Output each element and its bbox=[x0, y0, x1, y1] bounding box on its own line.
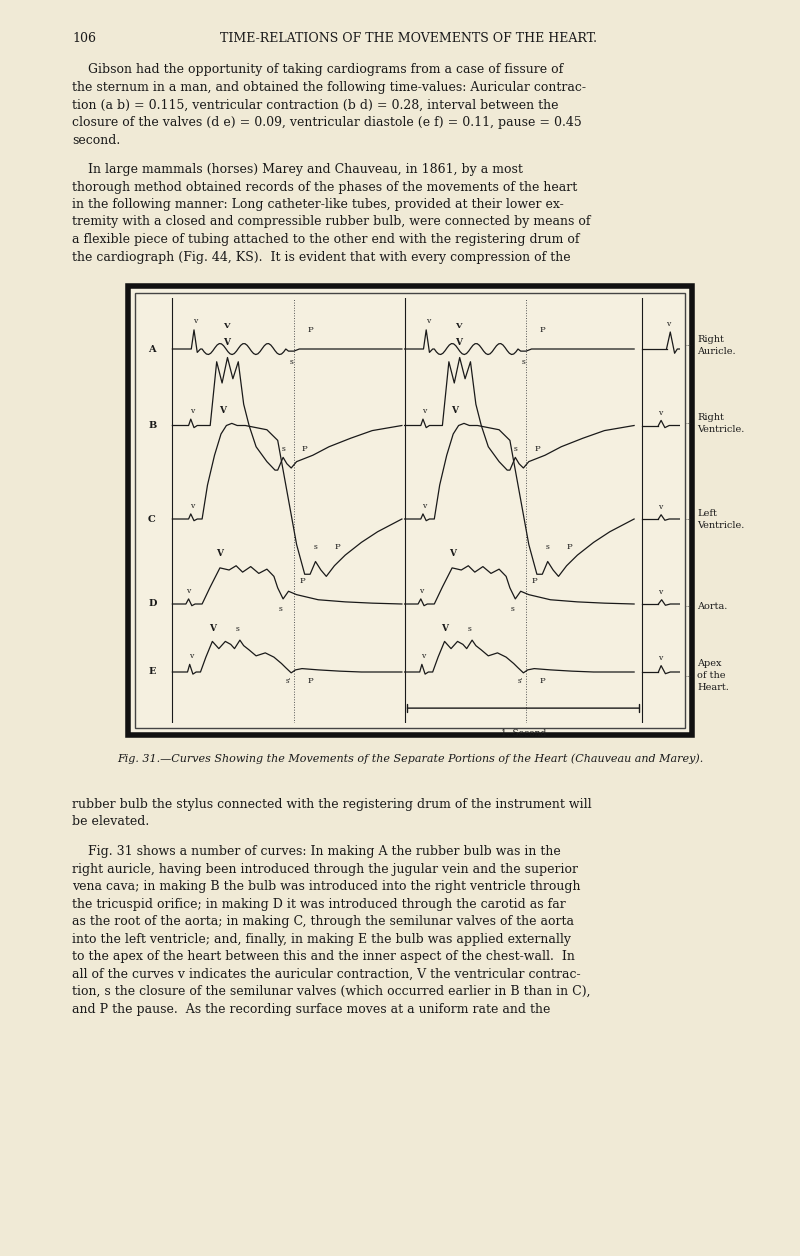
Text: Gibson had the opportunity of taking cardiograms from a case of fissure of: Gibson had the opportunity of taking car… bbox=[72, 64, 563, 77]
Text: V: V bbox=[449, 549, 456, 559]
Text: a flexible piece of tubing attached to the other end with the registering drum o: a flexible piece of tubing attached to t… bbox=[72, 234, 579, 246]
Text: Left
Ventricle.: Left Ventricle. bbox=[697, 509, 744, 530]
Text: v: v bbox=[422, 502, 426, 510]
Text: P: P bbox=[534, 445, 540, 453]
Text: to the apex of the heart between this and the inner aspect of the chest-wall.  I: to the apex of the heart between this an… bbox=[72, 950, 575, 963]
Text: P: P bbox=[531, 577, 537, 584]
Text: 106: 106 bbox=[72, 31, 96, 45]
Text: C: C bbox=[148, 515, 156, 524]
Text: P: P bbox=[299, 577, 305, 584]
Text: V: V bbox=[223, 322, 230, 329]
Text: TIME-RELATIONS OF THE MOVEMENTS OF THE HEART.: TIME-RELATIONS OF THE MOVEMENTS OF THE H… bbox=[220, 31, 597, 45]
Text: s: s bbox=[314, 543, 318, 550]
Text: A: A bbox=[148, 344, 156, 353]
Text: P: P bbox=[302, 445, 307, 453]
Text: P: P bbox=[334, 543, 340, 550]
Text: v: v bbox=[190, 407, 194, 414]
Text: all of the curves v indicates the auricular contraction, V the ventricular contr: all of the curves v indicates the auricu… bbox=[72, 967, 581, 981]
Text: V: V bbox=[455, 322, 462, 329]
Text: P: P bbox=[539, 677, 545, 686]
Text: the sternum in a man, and obtained the following time-values: Auricular contrac-: the sternum in a man, and obtained the f… bbox=[72, 80, 586, 94]
Bar bbox=[135, 293, 685, 728]
Text: v: v bbox=[666, 319, 670, 328]
Text: s: s bbox=[290, 358, 293, 365]
Text: Apex
of the
Heart.: Apex of the Heart. bbox=[697, 659, 729, 692]
Text: v: v bbox=[189, 652, 193, 659]
Text: s: s bbox=[235, 624, 239, 633]
Text: P: P bbox=[539, 325, 545, 334]
Text: Aorta.: Aorta. bbox=[697, 602, 727, 610]
Text: v: v bbox=[194, 318, 198, 325]
Text: s: s bbox=[514, 445, 518, 453]
Text: vena cava; in making B the bulb was introduced into the right ventricle through: vena cava; in making B the bulb was intr… bbox=[72, 880, 581, 893]
Text: v: v bbox=[658, 504, 662, 511]
Text: be elevated.: be elevated. bbox=[72, 815, 150, 829]
Text: v: v bbox=[426, 318, 430, 325]
Text: thorough method obtained records of the phases of the movements of the heart: thorough method obtained records of the … bbox=[72, 181, 578, 193]
Text: V: V bbox=[223, 338, 230, 347]
Text: s': s' bbox=[286, 677, 291, 686]
Text: v: v bbox=[422, 407, 426, 414]
Text: D: D bbox=[148, 599, 157, 608]
Text: tion, s the closure of the semilunar valves (which occurred earlier in B than in: tion, s the closure of the semilunar val… bbox=[72, 985, 590, 999]
Text: s': s' bbox=[518, 677, 523, 686]
Text: the cardiograph (Fig. 44, KS).  It is evident that with every compression of the: the cardiograph (Fig. 44, KS). It is evi… bbox=[72, 250, 570, 264]
Text: rubber bulb the stylus connected with the registering drum of the instrument wil: rubber bulb the stylus connected with th… bbox=[72, 798, 592, 811]
Text: E: E bbox=[148, 667, 155, 677]
Text: s: s bbox=[281, 445, 285, 453]
Text: s: s bbox=[522, 358, 526, 365]
Text: V: V bbox=[209, 624, 216, 633]
Text: P: P bbox=[307, 677, 313, 686]
Text: as the root of the aorta; in making C, through the semilunar valves of the aorta: as the root of the aorta; in making C, t… bbox=[72, 916, 574, 928]
Text: tremity with a closed and compressible rubber bulb, were connected by means of: tremity with a closed and compressible r… bbox=[72, 216, 590, 229]
Bar bbox=[128, 286, 692, 735]
Text: V: V bbox=[217, 549, 223, 559]
Text: v: v bbox=[418, 588, 423, 595]
Text: P: P bbox=[566, 543, 572, 550]
Text: v: v bbox=[186, 588, 190, 595]
Text: 1. Second: 1. Second bbox=[501, 730, 546, 739]
Text: into the left ventricle; and, finally, in making E the bulb was applied external: into the left ventricle; and, finally, i… bbox=[72, 932, 571, 946]
Text: s: s bbox=[467, 624, 471, 633]
Text: s: s bbox=[510, 605, 514, 613]
Text: v: v bbox=[658, 408, 662, 417]
Text: V: V bbox=[450, 406, 458, 416]
Text: s: s bbox=[546, 543, 550, 550]
Text: v: v bbox=[658, 654, 662, 662]
Text: P: P bbox=[307, 325, 313, 334]
Text: and P the pause.  As the recording surface moves at a uniform rate and the: and P the pause. As the recording surfac… bbox=[72, 1002, 550, 1016]
Text: the tricuspid orifice; in making D it was introduced through the carotid as far: the tricuspid orifice; in making D it wa… bbox=[72, 898, 566, 911]
Text: v: v bbox=[190, 502, 194, 510]
Text: v: v bbox=[658, 588, 662, 597]
Text: v: v bbox=[421, 652, 425, 659]
Text: Fig. 31.—Curves Showing the Movements of the Separate Portions of the Heart (Cha: Fig. 31.—Curves Showing the Movements of… bbox=[117, 754, 703, 764]
Text: closure of the valves (d e) = 0.09, ventricular diastole (e f) = 0.11, pause = 0: closure of the valves (d e) = 0.09, vent… bbox=[72, 116, 582, 129]
Text: V: V bbox=[441, 624, 448, 633]
Text: V: V bbox=[218, 406, 226, 416]
Text: Right
Auricle.: Right Auricle. bbox=[697, 335, 736, 355]
Text: In large mammals (horses) Marey and Chauveau, in 1861, by a most: In large mammals (horses) Marey and Chau… bbox=[72, 163, 523, 176]
Text: tion (a b) = 0.115, ventricular contraction (b d) = 0.28, interval between the: tion (a b) = 0.115, ventricular contract… bbox=[72, 98, 558, 112]
Text: V: V bbox=[455, 338, 462, 347]
Text: Right
Ventricle.: Right Ventricle. bbox=[697, 413, 744, 433]
Text: B: B bbox=[148, 421, 156, 430]
Text: s: s bbox=[278, 605, 282, 613]
Text: Fig. 31 shows a number of curves: In making A the rubber bulb was in the: Fig. 31 shows a number of curves: In mak… bbox=[72, 845, 561, 858]
Text: right auricle, having been introduced through the jugular vein and the superior: right auricle, having been introduced th… bbox=[72, 863, 578, 875]
Text: second.: second. bbox=[72, 133, 120, 147]
Text: in the following manner: Long catheter-like tubes, provided at their lower ex-: in the following manner: Long catheter-l… bbox=[72, 198, 564, 211]
